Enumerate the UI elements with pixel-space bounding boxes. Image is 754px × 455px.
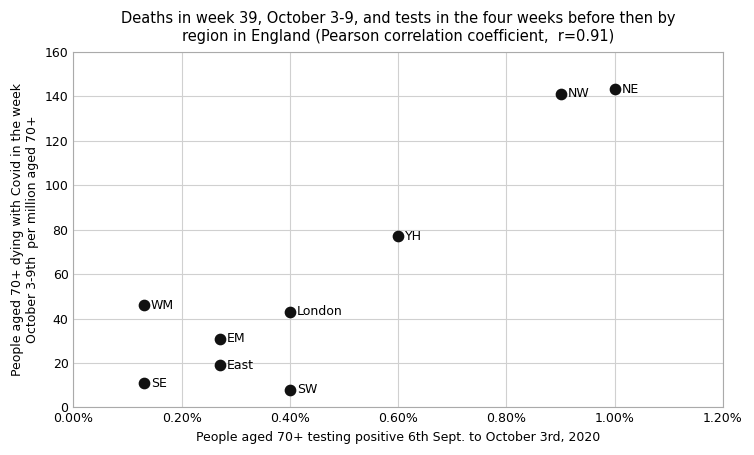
Point — [213, 362, 225, 369]
Point — [213, 335, 225, 342]
Point — [284, 386, 296, 393]
Text: SE: SE — [151, 376, 167, 389]
Text: EM: EM — [226, 332, 245, 345]
Text: NE: NE — [622, 83, 639, 96]
Point — [555, 90, 567, 97]
Text: WM: WM — [151, 298, 174, 312]
Point — [138, 302, 150, 309]
Title: Deaths in week 39, October 3-9, and tests in the four weeks before then by
regio: Deaths in week 39, October 3-9, and test… — [121, 11, 676, 44]
Text: East: East — [226, 359, 253, 372]
Text: SW: SW — [297, 383, 317, 396]
Text: NW: NW — [568, 87, 590, 101]
X-axis label: People aged 70+ testing positive 6th Sept. to October 3rd, 2020: People aged 70+ testing positive 6th Sep… — [196, 431, 600, 444]
Text: YH: YH — [405, 230, 422, 243]
Y-axis label: People aged 70+ dying with Covid in the week
October 3-9th  per million aged 70+: People aged 70+ dying with Covid in the … — [11, 83, 39, 376]
Point — [138, 379, 150, 387]
Point — [392, 233, 404, 240]
Point — [284, 308, 296, 315]
Point — [608, 86, 621, 93]
Text: London: London — [297, 305, 342, 318]
